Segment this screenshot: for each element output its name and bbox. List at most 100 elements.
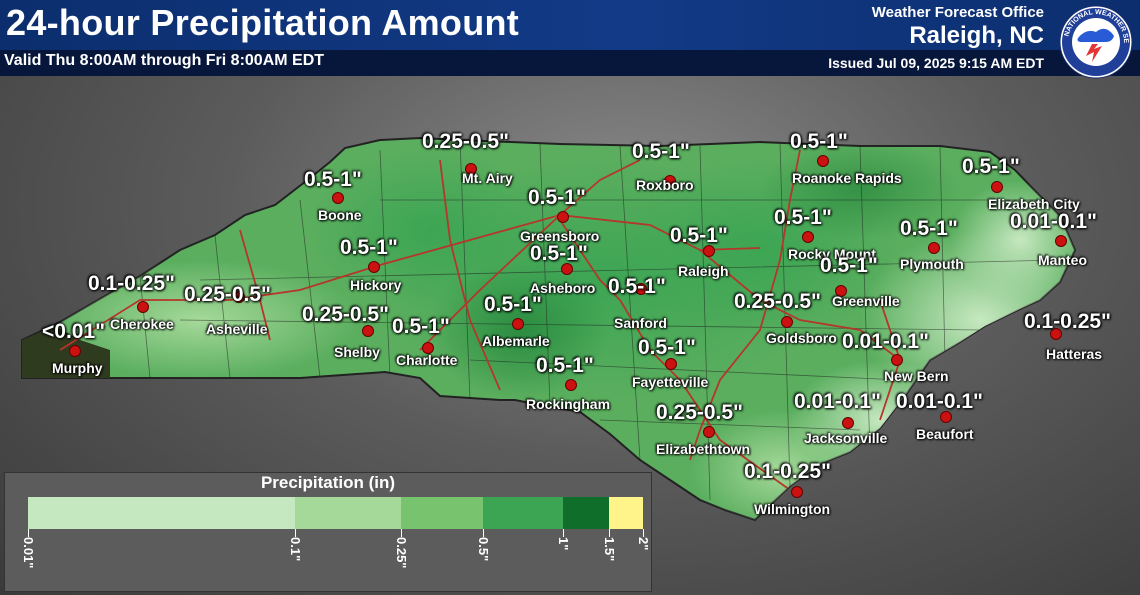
city-marker bbox=[69, 345, 81, 357]
city-marker bbox=[557, 211, 569, 223]
city-marker bbox=[332, 192, 344, 204]
precip-amount-label: 0.1-0.25" bbox=[88, 272, 176, 295]
precip-amount-label: 0.5-1" bbox=[392, 315, 450, 338]
city-marker bbox=[1055, 235, 1067, 247]
city-marker bbox=[802, 231, 814, 243]
city-marker bbox=[791, 486, 803, 498]
legend-swatch bbox=[609, 497, 643, 529]
legend-title: Precipitation (in) bbox=[260, 473, 396, 492]
issued-time: Issued Jul 09, 2025 9:15 AM EDT bbox=[828, 55, 1044, 71]
legend: Precipitation (in) 0.01" 0.1" 0.25" 0.5" 1" 1… bbox=[4, 472, 652, 592]
city-name-label: New Bern bbox=[884, 368, 949, 384]
city-marker bbox=[664, 175, 676, 187]
city-marker bbox=[368, 261, 380, 273]
precip-amount-label: 0.5-1" bbox=[900, 217, 958, 240]
city-name-label: Asheboro bbox=[530, 280, 596, 296]
city-marker bbox=[940, 411, 952, 423]
city-marker bbox=[891, 354, 903, 366]
page-title: 24-hour Precipitation Amount bbox=[6, 2, 520, 43]
city-marker bbox=[928, 242, 940, 254]
precip-amount-label: 0.5-1" bbox=[536, 354, 594, 377]
city-marker bbox=[137, 301, 149, 313]
legend-tick-label: 2" bbox=[636, 537, 651, 551]
city-marker bbox=[781, 316, 793, 328]
precip-amount-label: 0.5-1" bbox=[774, 206, 832, 229]
city-name-label: Jacksonville bbox=[804, 430, 888, 446]
city-marker bbox=[465, 163, 477, 175]
precip-amount-label: <0.01" bbox=[42, 320, 106, 343]
city-marker bbox=[703, 426, 715, 438]
city-marker bbox=[665, 358, 677, 370]
dry-area bbox=[22, 326, 110, 378]
city-marker bbox=[565, 379, 577, 391]
city-marker bbox=[703, 245, 715, 257]
city-name-label: Fayetteville bbox=[632, 374, 709, 390]
precip-amount-label: 0.5-1" bbox=[670, 224, 728, 247]
city-name-label: Greenville bbox=[832, 293, 900, 309]
city-name-label: Elizabeth City bbox=[988, 196, 1080, 212]
precip-amount-label: 0.5-1" bbox=[304, 168, 362, 191]
city-name-label: Beaufort bbox=[916, 426, 974, 442]
city-name-label: Plymouth bbox=[900, 256, 964, 272]
city-name-label: Hatteras bbox=[1046, 346, 1103, 362]
legend-swatch bbox=[295, 497, 401, 529]
highway-network bbox=[59, 149, 901, 491]
city-name-label: Greensboro bbox=[520, 228, 600, 244]
legend-tick-label: 0.1" bbox=[288, 537, 303, 562]
precip-amount-label: 0.25-0.5" bbox=[422, 130, 510, 153]
city-name-label: Cherokee bbox=[110, 316, 174, 332]
legend-tick-label: 0.01" bbox=[21, 537, 36, 569]
city-name-label: Goldsboro bbox=[766, 330, 837, 346]
precip-amount-label: 0.5-1" bbox=[340, 236, 398, 259]
city-marker bbox=[512, 318, 524, 330]
city-marker bbox=[817, 155, 829, 167]
legend-tick bbox=[295, 529, 296, 537]
precip-amount-label: 0.5-1" bbox=[528, 186, 586, 209]
precip-amount-label: 0.5-1" bbox=[484, 293, 542, 316]
city-marker bbox=[1050, 328, 1062, 340]
legend-tick-label: 0.25" bbox=[394, 537, 409, 569]
city-marker bbox=[362, 325, 374, 337]
nws-logo-icon: NATIONAL WEATHER SERVICE bbox=[1058, 4, 1133, 79]
precip-amount-label: 0.1-0.25" bbox=[1024, 310, 1112, 333]
legend-swatch bbox=[563, 497, 609, 529]
valid-period: Valid Thu 8:00AM through Fri 8:00AM EDT bbox=[4, 52, 325, 69]
precip-amount-label: 0.5-1" bbox=[608, 275, 666, 298]
city-marker bbox=[561, 263, 573, 275]
city-marker bbox=[835, 285, 847, 297]
city-name-label: Roanoke Rapids bbox=[792, 170, 902, 186]
legend-tick-label: 1" bbox=[556, 537, 571, 551]
city-name-label: Albemarle bbox=[482, 333, 550, 349]
city-name-label: Elizabethtown bbox=[656, 441, 751, 457]
wfo-label: Weather Forecast Office bbox=[871, 4, 1044, 21]
office-name: Raleigh, NC bbox=[909, 22, 1044, 49]
legend-tick bbox=[643, 529, 644, 537]
city-name-label: Roxboro bbox=[636, 177, 694, 193]
city-name-label: Manteo bbox=[1038, 252, 1087, 268]
precip-amount-label: 0.01-0.1" bbox=[842, 330, 930, 353]
precip-amount-label: 0.5-1" bbox=[962, 155, 1020, 178]
precip-amount-label: 0.25-0.5" bbox=[734, 290, 822, 313]
city-marker bbox=[842, 417, 854, 429]
subtitle-bar bbox=[0, 50, 1140, 76]
city-name-label: Mt. Airy bbox=[462, 170, 513, 186]
precip-amount-label: 0.25-0.5" bbox=[656, 401, 744, 424]
legend-tick bbox=[609, 529, 610, 537]
legend-swatch bbox=[401, 497, 483, 529]
city-name-label: Raleigh bbox=[678, 263, 729, 279]
city-name-label: Rockingham bbox=[526, 396, 611, 412]
precip-amount-label: 0.5-1" bbox=[638, 336, 696, 359]
legend-tick bbox=[483, 529, 484, 537]
legend-swatch bbox=[28, 497, 295, 529]
city-name-label: Boone bbox=[318, 207, 362, 223]
city-marker bbox=[422, 342, 434, 354]
city-marker bbox=[635, 283, 647, 295]
legend-tick bbox=[401, 529, 402, 537]
precip-amount-label: 0.1-0.25" bbox=[744, 460, 832, 483]
precip-amount-label: 0.5-1" bbox=[632, 140, 690, 163]
legend-tick-label: 1.5" bbox=[602, 537, 617, 562]
precip-amount-label: 0.01-0.1" bbox=[896, 390, 984, 413]
precip-amount-label: 0.25-0.5" bbox=[302, 303, 390, 326]
city-name-label: Asheville bbox=[206, 321, 268, 337]
nc-precip-map bbox=[21, 137, 1076, 521]
